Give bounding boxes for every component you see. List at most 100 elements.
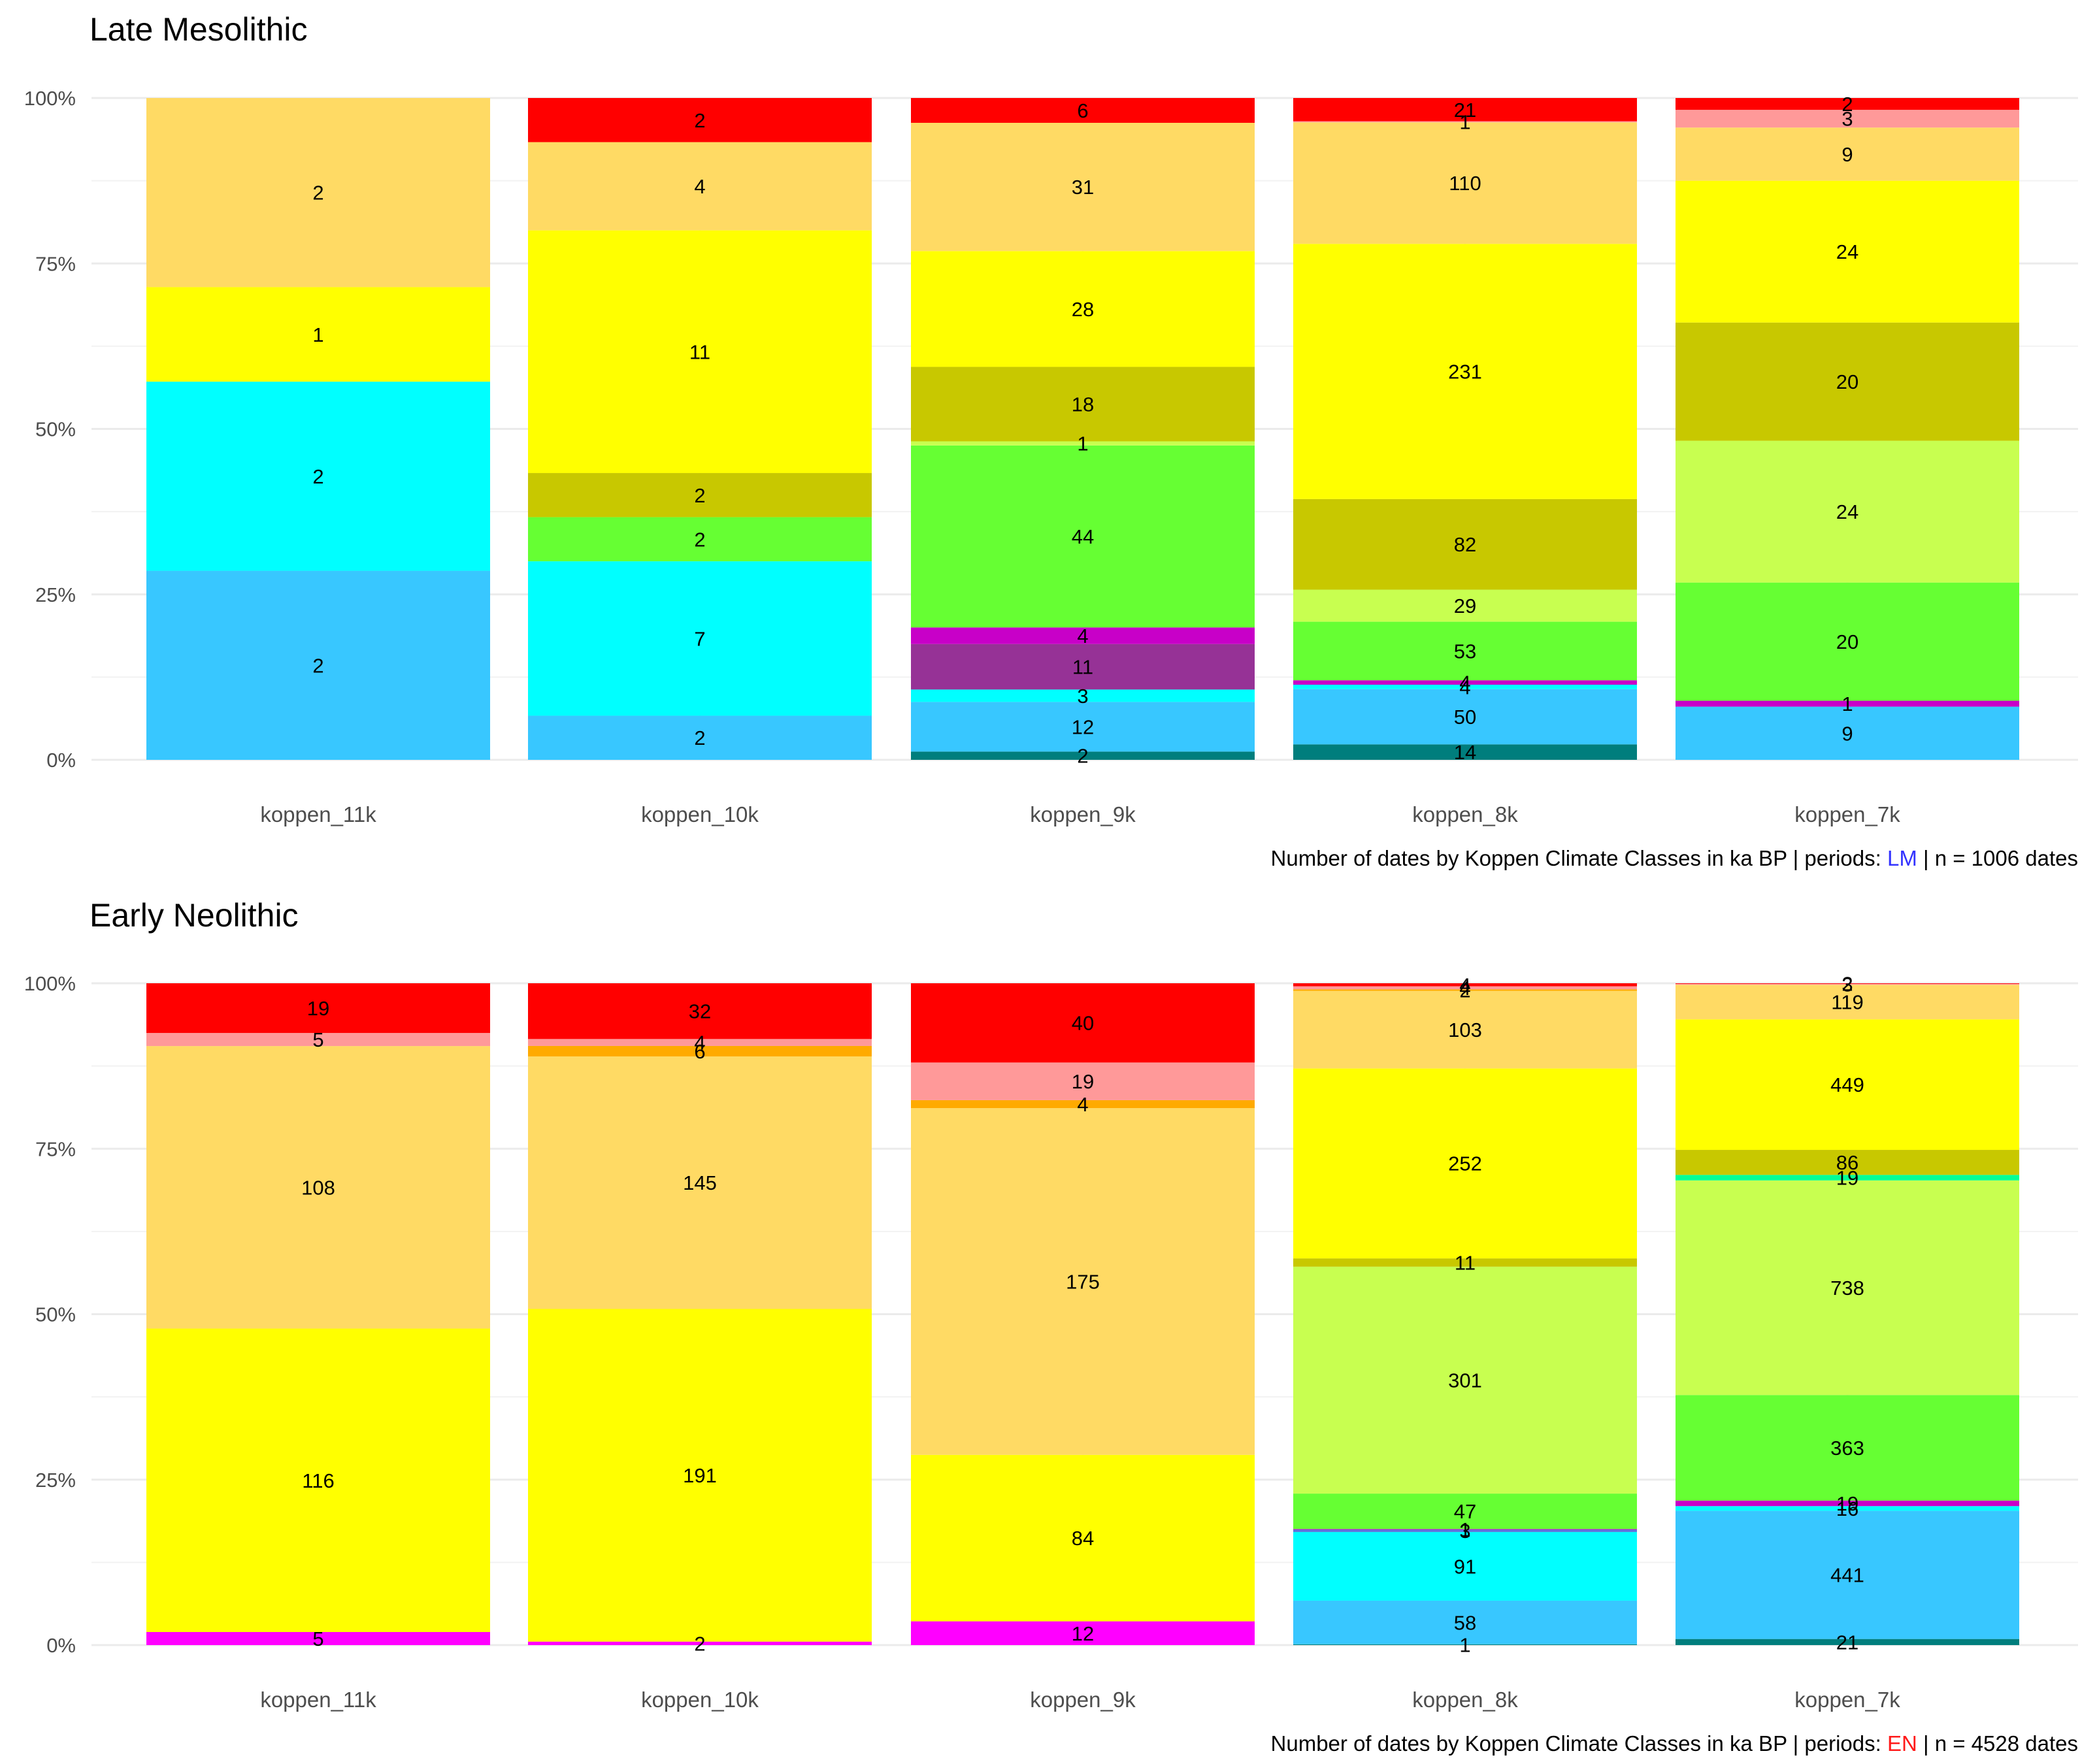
bar-segment-Csb: [911, 1454, 1255, 1622]
bar-segment-Dsb: [1676, 700, 2019, 707]
data-label: 119: [1831, 991, 1863, 1014]
bar-segment-Cfb: [1676, 582, 2019, 701]
data-label: 19: [1836, 1167, 1858, 1190]
bar-segment-Cwc: [911, 367, 1255, 442]
bar-segment-Cfa: [1293, 589, 1637, 622]
data-label: 82: [1454, 533, 1476, 556]
bar-segment-Dfb: [1293, 1600, 1637, 1644]
data-label: 103: [1448, 1019, 1482, 1041]
bar-segment-Dsa: [528, 1641, 872, 1645]
data-label: 7: [694, 627, 705, 650]
y-tick-label: 25%: [35, 583, 76, 606]
data-label: 4: [694, 1032, 705, 1054]
panel-title: Early Neolithic: [90, 897, 299, 934]
bar-segment-Cwc: [1293, 498, 1637, 590]
data-label: 19: [1072, 1070, 1094, 1093]
data-label: 9: [1841, 143, 1853, 166]
bar-segment-Csa: [1293, 990, 1637, 1069]
y-tick-label: 50%: [35, 418, 76, 441]
bar-segment-Csa: [1676, 985, 2019, 1020]
data-label: 110: [1449, 172, 1481, 195]
data-label: 50: [1454, 706, 1476, 728]
data-label: 40: [1072, 1012, 1094, 1035]
bar-segment-Csa: [911, 122, 1255, 252]
data-label: 16: [1836, 1497, 1858, 1520]
bar-segment-Dfb: [1676, 1511, 2019, 1639]
bar-segment-Cwc: [1676, 1150, 2019, 1175]
bar-segment-Csb: [528, 1309, 872, 1642]
data-label: 449: [1830, 1073, 1864, 1096]
bar-segment-Csb: [528, 230, 872, 474]
bar-koppen_10k: 2 191 145 64 32: [528, 983, 872, 1655]
bar-segment-Am: [1676, 983, 2019, 984]
data-label: 44: [1072, 525, 1094, 548]
panel-late-mesolithic: Late Mesolithic0%25%50%75%100%2212272211…: [24, 11, 2078, 870]
bar-koppen_7k: 9 1 20 24 20 24 9 32: [1676, 93, 2019, 760]
data-label: 108: [301, 1176, 335, 1199]
bar-segment-Am: [528, 983, 872, 1039]
data-label: 24: [1836, 240, 1858, 263]
bar-segment-Dfa: [1676, 1506, 2019, 1511]
bar-segment-Am: [528, 98, 872, 142]
bar-koppen_8k: 14 50 44 53 29 82 231 110 121: [1293, 98, 1637, 764]
bar-segment-Dsa: [911, 1621, 1255, 1645]
data-label: 18: [1072, 393, 1094, 416]
bar-segment-As: [911, 1062, 1255, 1100]
data-label: 4: [1077, 625, 1088, 647]
bar-segment-Dfc: [1676, 1639, 2019, 1645]
x-tick-label: koppen_9k: [1030, 1688, 1136, 1712]
bar-segment-Dfa: [1293, 1531, 1637, 1601]
bar-segment-BSk: [528, 1045, 872, 1056]
data-label: 1: [1077, 433, 1088, 455]
y-tick-label: 25%: [35, 1469, 76, 1492]
data-label: 3: [1841, 973, 1853, 996]
x-tick-label: koppen_11k: [260, 802, 376, 826]
bar-segment-Cwa: [1676, 1175, 2019, 1181]
bar-segment-Cwc: [1293, 1258, 1637, 1267]
data-label: 231: [1448, 361, 1482, 384]
bar-segment-Dfa: [528, 561, 872, 716]
data-label: 4: [1459, 977, 1470, 1000]
x-tick-label: koppen_8k: [1412, 1688, 1518, 1712]
data-label: 3: [1459, 1520, 1470, 1543]
data-label: 32: [689, 1000, 711, 1023]
data-label: 738: [1830, 1277, 1864, 1299]
data-label: 58: [1454, 1611, 1476, 1634]
data-label: 2: [694, 528, 705, 551]
data-label: 12: [1072, 715, 1094, 738]
bar-segment-Cfb: [911, 445, 1255, 628]
data-label: 47: [1454, 1500, 1476, 1523]
data-label: 191: [683, 1464, 717, 1487]
bar-segment-Dfb: [1293, 689, 1637, 745]
bar-segment-Dfa: [1293, 685, 1637, 689]
bar-segment-Cfa: [1676, 440, 2019, 583]
bar-segment-BSk: [1293, 989, 1637, 991]
data-label: 14: [1454, 741, 1476, 764]
bar-segment-Csa: [146, 98, 490, 287]
y-tick-label: 50%: [35, 1303, 76, 1326]
data-label: 2: [694, 484, 705, 507]
bar-segment-Cwc: [1676, 322, 2019, 441]
bar-segment-As: [528, 1039, 872, 1046]
bar-segment-As: [1676, 110, 2019, 128]
caption-period: LM: [1887, 846, 1917, 870]
data-label: 2: [1841, 972, 1853, 995]
data-label: 11: [1455, 1251, 1476, 1274]
data-label: 252: [1448, 1152, 1482, 1175]
bar-segment-Csb: [146, 1328, 490, 1632]
data-label: 84: [1072, 1527, 1094, 1550]
bar-segment-Cfb: [528, 517, 872, 562]
data-label: 19: [1836, 1492, 1858, 1515]
y-tick-label: 75%: [35, 252, 76, 275]
bar-segment-Dfb: [146, 570, 490, 760]
bar-segment-Dwb: [1293, 1529, 1637, 1532]
bar-segment-Dfc: [911, 751, 1255, 760]
bar-segment-Am: [1676, 98, 2019, 110]
x-tick-label: koppen_10k: [641, 1688, 759, 1712]
bar-segment-Cfb: [1676, 1395, 2019, 1501]
data-label: 3: [1841, 108, 1853, 131]
bar-segment-Csb: [146, 287, 490, 382]
data-label: 21: [1454, 99, 1476, 122]
bar-segment-Dsb: [1293, 680, 1637, 685]
